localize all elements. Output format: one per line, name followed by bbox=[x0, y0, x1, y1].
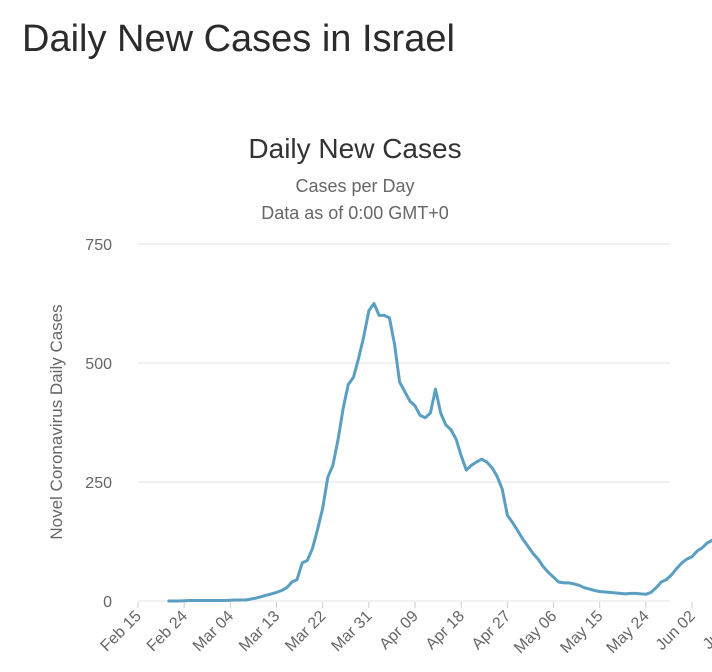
chart-subtitle-line-2: Data as of 0:00 GMT+0 bbox=[261, 203, 449, 223]
x-tick-label: Jun 11 bbox=[700, 608, 712, 653]
x-tick-label: Jun 02 bbox=[653, 608, 699, 654]
x-tick-label: Mar 31 bbox=[328, 608, 375, 655]
x-tick-label: Apr 18 bbox=[423, 608, 468, 653]
x-tick-label: Apr 09 bbox=[376, 608, 421, 653]
x-tick-label: May 06 bbox=[511, 608, 560, 657]
x-tick-label: Mar 04 bbox=[190, 608, 237, 655]
x-tick-label: Feb 24 bbox=[144, 608, 191, 655]
gridlines bbox=[138, 243, 670, 602]
x-tick-label: Apr 27 bbox=[469, 608, 514, 653]
y-axis-label: Novel Coronavirus Daily Cases bbox=[47, 304, 66, 539]
daily-cases-series-line bbox=[167, 302, 712, 603]
y-tick-label: 250 bbox=[85, 475, 112, 492]
x-tick-label: May 15 bbox=[557, 608, 606, 657]
chart-title: Daily New Cases bbox=[248, 133, 461, 164]
page-title: Daily New Cases in Israel bbox=[22, 18, 455, 60]
series-layer bbox=[167, 302, 712, 603]
x-tick-label: Mar 13 bbox=[236, 608, 283, 655]
x-tick-label: May 24 bbox=[604, 608, 653, 657]
chart-subtitle-line-1: Cases per Day bbox=[295, 176, 414, 196]
y-tick-label: 500 bbox=[85, 356, 112, 373]
y-tick-label: 0 bbox=[103, 594, 112, 611]
y-tick-label: 750 bbox=[85, 237, 112, 254]
x-tick-label: Feb 15 bbox=[98, 608, 145, 655]
y-axis-tick-labels: 0 250 500 750 bbox=[85, 237, 112, 611]
x-tick-label: Mar 22 bbox=[282, 608, 329, 655]
